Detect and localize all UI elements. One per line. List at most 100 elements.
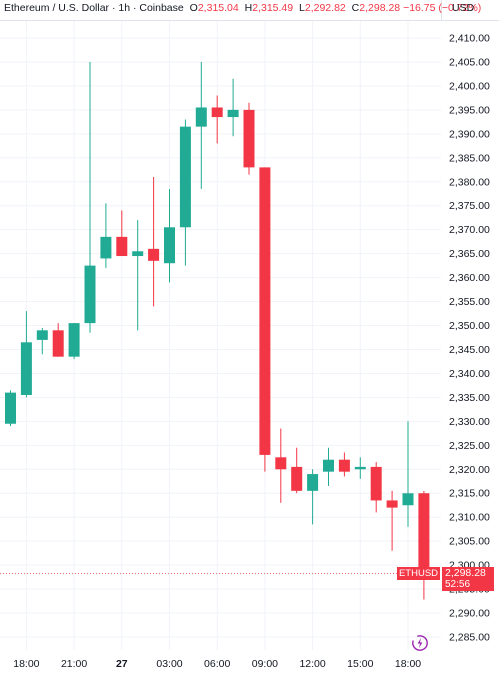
last-price-label: 2,298.28 (442, 567, 494, 580)
candle (195, 61, 207, 189)
y-tick-label: 2,380.00 (449, 176, 490, 188)
candle (354, 457, 366, 479)
candle (164, 188, 175, 283)
y-tick-label: 2,410.00 (449, 33, 490, 45)
price-axis[interactable]: 2,285.002,290.002,295.002,300.002,305.00… (449, 33, 490, 644)
symbol-tag: ETHUSD (397, 567, 440, 580)
candle (323, 447, 334, 487)
candle-body (5, 392, 16, 424)
candle (20, 311, 32, 398)
candle (116, 210, 128, 257)
candle-body (36, 330, 48, 340)
candle (291, 447, 303, 494)
candle (338, 452, 350, 477)
candle-body (418, 493, 430, 574)
chart-legend: Ethereum / U.S. Dollar · 1h · Coinbase O… (4, 2, 481, 14)
candle-body (354, 466, 366, 470)
close-value: 2,298.28 (359, 2, 401, 14)
x-tick-label: 18:00 (13, 658, 39, 670)
candle-body (84, 265, 96, 324)
candle-body (386, 500, 398, 508)
high-value: 2,315.49 (252, 2, 294, 14)
low-label: L (299, 2, 305, 14)
low-value: 2,292.82 (304, 2, 346, 14)
x-tick-label: 12:00 (299, 658, 325, 670)
candle (307, 469, 319, 525)
symbol-title[interactable]: Ethereum / U.S. Dollar · 1h · Coinbase (4, 2, 184, 14)
header-divider (0, 20, 499, 21)
y-tick-label: 2,315.00 (449, 488, 490, 500)
candle-body (179, 126, 191, 228)
y-tick-label: 2,350.00 (449, 320, 490, 332)
y-tick-label: 2,370.00 (449, 224, 490, 236)
y-tick-label: 2,310.00 (449, 512, 490, 524)
candle-body (52, 330, 64, 357)
tradingview-sparkle-icon[interactable] (411, 634, 429, 652)
candle-body (148, 248, 160, 261)
y-tick-label: 2,385.00 (449, 152, 490, 164)
candles (5, 61, 430, 600)
y-tick-label: 2,365.00 (449, 248, 490, 260)
y-tick-label: 2,355.00 (449, 296, 490, 308)
time-axis[interactable]: 18:00 21:00 27 03:00 06:00 09:00 12:00 15:00 18:… (13, 658, 421, 670)
candle (370, 462, 382, 513)
candle-body (227, 109, 239, 118)
y-tick-label: 2,290.00 (449, 608, 490, 620)
y-tick-label: 2,375.00 (449, 200, 490, 212)
candle (68, 323, 80, 360)
last-price-tag: ETHUSD 2,298.28 52:56 (397, 567, 497, 591)
x-tick-label: 21:00 (61, 658, 87, 670)
candle (243, 102, 255, 175)
candle-body (259, 167, 271, 455)
currency-selector[interactable]: USD (452, 2, 475, 14)
candle (100, 203, 112, 269)
candle-body (20, 342, 32, 396)
y-tick-label: 2,390.00 (449, 128, 490, 140)
candle-body (243, 109, 255, 168)
y-tick-label: 2,395.00 (449, 104, 490, 116)
y-tick-label: 2,325.00 (449, 440, 490, 452)
candle-body (323, 459, 334, 472)
candle-body (164, 227, 175, 264)
candle (179, 119, 191, 266)
y-tick-label: 2,400.00 (449, 80, 490, 92)
candle (259, 167, 271, 472)
candle (36, 327, 48, 355)
candle (52, 323, 64, 357)
candle-body (275, 457, 287, 470)
candle (386, 490, 398, 551)
candle (418, 490, 430, 600)
close-label: C (351, 2, 360, 14)
candle-body (132, 251, 144, 257)
candle-body (402, 493, 414, 506)
candle (211, 95, 223, 144)
y-tick-label: 2,285.00 (449, 632, 490, 644)
candle-body (116, 236, 128, 257)
candle (227, 78, 239, 137)
change-value: −16.75 (−0.72%) (403, 2, 482, 14)
candle (84, 61, 96, 333)
candle-body (68, 323, 80, 357)
high-label: H (244, 2, 253, 14)
candle-body (100, 236, 112, 259)
x-tick-label: 03:00 (156, 658, 182, 670)
y-tick-label: 2,405.00 (449, 56, 490, 68)
x-tick-label: 06:00 (204, 658, 230, 670)
y-tick-label: 2,330.00 (449, 416, 490, 428)
candle-body (195, 107, 207, 127)
grid-lines (0, 21, 441, 650)
candle-body (307, 474, 319, 491)
y-tick-label: 2,320.00 (449, 464, 490, 476)
candle-body (291, 466, 303, 491)
y-tick-label: 2,345.00 (449, 344, 490, 356)
x-tick-label: 27 (116, 658, 128, 670)
open-label: O (189, 2, 198, 14)
open-value: 2,315.04 (197, 2, 239, 14)
candle (275, 428, 287, 503)
candle-body (211, 107, 223, 118)
y-tick-label: 2,335.00 (449, 392, 490, 404)
axis-divider (441, 0, 442, 20)
y-tick-label: 2,305.00 (449, 536, 490, 548)
x-tick-label: 18:00 (395, 658, 421, 670)
candle (402, 421, 414, 527)
